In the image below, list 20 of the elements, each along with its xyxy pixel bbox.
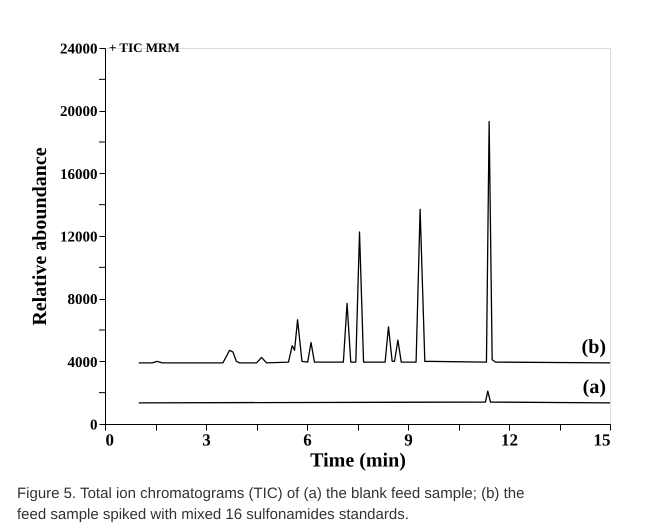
y-tick-label: 8000 bbox=[68, 292, 98, 308]
x-axis-title: Time (min) bbox=[310, 450, 406, 472]
annotation: + TIC MRM bbox=[109, 40, 180, 55]
y-tick-label: 0 bbox=[90, 418, 98, 434]
y-tick-label: 16000 bbox=[60, 166, 98, 183]
x-tick-label: 15 bbox=[594, 430, 610, 450]
series-label: (b) bbox=[582, 336, 606, 358]
y-tick-label: 20000 bbox=[60, 104, 98, 120]
x-tick-label: 6 bbox=[303, 430, 312, 450]
y-axis-title: Relative aboundance bbox=[29, 147, 51, 326]
x-tick-label: 3 bbox=[202, 430, 211, 450]
caption: Figure 5. Total ion chromatograms (TIC) of (a) the blank feed sample; (b) the feed sample spiked with mixed 16 sulfonamides standards. bbox=[17, 485, 524, 523]
x-tick-label: 9 bbox=[404, 430, 413, 450]
x-tick-label: 12 bbox=[501, 430, 518, 450]
y-tick-label: 24000 bbox=[60, 42, 98, 58]
x-tick-label: 0 bbox=[106, 430, 114, 450]
y-tick-label: 12000 bbox=[60, 230, 98, 246]
line-series bbox=[138, 120, 611, 364]
series-label: (a) bbox=[582, 376, 606, 398]
y-tick-label: 4000 bbox=[68, 354, 98, 371]
